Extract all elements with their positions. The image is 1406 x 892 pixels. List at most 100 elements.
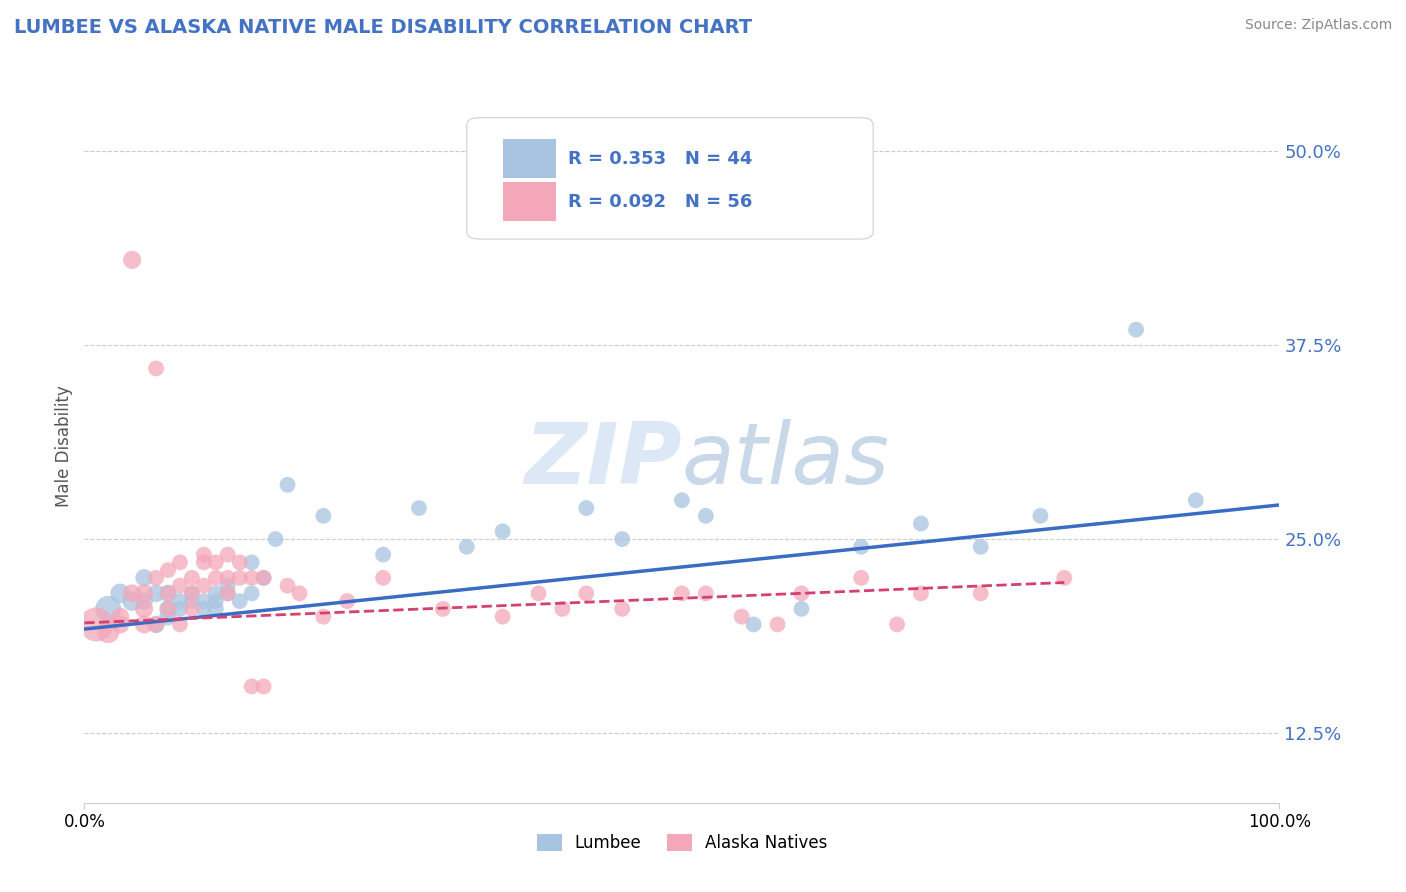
Point	[575, 586, 598, 600]
Point	[253, 680, 276, 694]
Point	[1185, 493, 1208, 508]
Point	[169, 555, 191, 569]
Point	[612, 602, 634, 616]
Point	[157, 563, 180, 577]
FancyBboxPatch shape	[503, 182, 557, 221]
Point	[1029, 508, 1052, 523]
Point	[169, 602, 191, 616]
Point	[240, 571, 263, 585]
Point	[132, 594, 156, 608]
Point	[121, 594, 143, 608]
Point	[551, 602, 574, 616]
Point	[169, 594, 191, 608]
Point	[157, 586, 180, 600]
Y-axis label: Male Disability: Male Disability	[55, 385, 73, 507]
Point	[193, 555, 215, 569]
Point	[181, 602, 204, 616]
Point	[181, 586, 204, 600]
Point	[145, 617, 167, 632]
Point	[575, 501, 598, 516]
Point	[181, 586, 204, 600]
Point	[288, 586, 311, 600]
Point	[145, 586, 167, 600]
Point	[253, 571, 276, 585]
Point	[157, 602, 180, 616]
Point	[336, 594, 359, 608]
Point	[277, 477, 299, 491]
Point	[132, 571, 156, 585]
Point	[205, 586, 228, 600]
Point	[181, 571, 204, 585]
Point	[240, 586, 263, 600]
Point	[1125, 323, 1147, 337]
Point	[373, 548, 395, 562]
Point	[492, 524, 515, 539]
Point	[157, 586, 180, 600]
Point	[492, 609, 515, 624]
Point	[240, 680, 263, 694]
Point	[695, 586, 717, 600]
Text: R = 0.092   N = 56: R = 0.092 N = 56	[568, 193, 752, 211]
Point	[110, 617, 132, 632]
Point	[97, 602, 120, 616]
Point	[408, 501, 430, 516]
Point	[217, 548, 239, 562]
Point	[132, 586, 156, 600]
Point	[145, 617, 167, 632]
Text: R = 0.353   N = 44: R = 0.353 N = 44	[568, 150, 752, 168]
Point	[157, 602, 180, 616]
Point	[193, 594, 215, 608]
Point	[970, 540, 993, 554]
Point	[432, 602, 454, 616]
Point	[217, 579, 239, 593]
Point	[851, 571, 873, 585]
Point	[886, 617, 908, 632]
Point	[766, 617, 789, 632]
Point	[910, 516, 932, 531]
Point	[671, 493, 693, 508]
Point	[240, 555, 263, 569]
Point	[217, 586, 239, 600]
Point	[742, 617, 765, 632]
Point	[193, 548, 215, 562]
Point	[790, 602, 813, 616]
Point	[1053, 571, 1076, 585]
Legend: Lumbee, Alaska Natives: Lumbee, Alaska Natives	[530, 827, 834, 859]
Point	[312, 508, 335, 523]
Point	[910, 586, 932, 600]
Point	[121, 586, 143, 600]
Point	[731, 609, 754, 624]
FancyBboxPatch shape	[467, 118, 873, 239]
Point	[277, 579, 299, 593]
Point	[456, 540, 478, 554]
Point	[86, 617, 108, 632]
Point	[851, 540, 873, 554]
Point	[205, 555, 228, 569]
Point	[695, 508, 717, 523]
Point	[132, 617, 156, 632]
Point	[205, 594, 228, 608]
Point	[217, 586, 239, 600]
Text: Source: ZipAtlas.com: Source: ZipAtlas.com	[1244, 18, 1392, 32]
Point	[110, 609, 132, 624]
Point	[132, 602, 156, 616]
Point	[145, 361, 167, 376]
Point	[373, 571, 395, 585]
Point	[205, 571, 228, 585]
Point	[970, 586, 993, 600]
Point	[205, 602, 228, 616]
Point	[312, 609, 335, 624]
Point	[169, 579, 191, 593]
Text: ZIP: ZIP	[524, 418, 682, 502]
Point	[790, 586, 813, 600]
Point	[229, 571, 252, 585]
Point	[193, 579, 215, 593]
Point	[145, 571, 167, 585]
Point	[97, 625, 120, 640]
Point	[253, 571, 276, 585]
FancyBboxPatch shape	[503, 139, 557, 178]
Point	[193, 602, 215, 616]
Point	[527, 586, 550, 600]
Point	[264, 532, 287, 546]
Point	[110, 586, 132, 600]
